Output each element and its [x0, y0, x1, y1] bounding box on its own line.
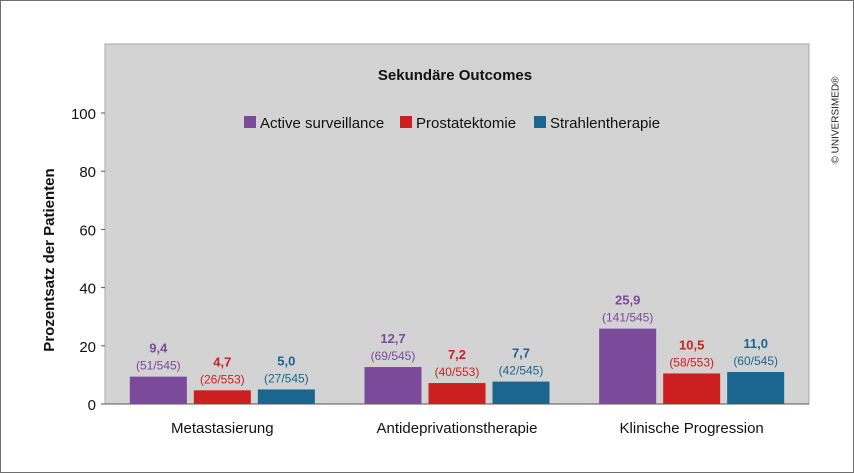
- y-tick-label: 0: [88, 397, 96, 414]
- plot-area: [104, 43, 810, 405]
- bar: [492, 381, 550, 404]
- copyright-notice: © UNIVERSIMED®: [830, 76, 842, 164]
- bar: [428, 383, 486, 404]
- legend-swatch: [534, 116, 546, 128]
- bar-count-label: (58/553): [669, 355, 714, 369]
- bar-value-label: 12,7: [380, 331, 405, 346]
- bar: [257, 389, 315, 404]
- bar-count-label: (42/545): [499, 364, 544, 378]
- x-category-label: Metastasierung: [171, 420, 274, 437]
- legend-swatch: [400, 116, 412, 128]
- bar-value-label: 4,7: [213, 354, 231, 369]
- y-tick-label: 100: [71, 106, 96, 123]
- bar-count-label: (51/545): [136, 359, 181, 373]
- bar-value-label: 25,9: [615, 293, 640, 308]
- bar-count-label: (60/545): [733, 354, 778, 368]
- bars: 9,4 (51/545) 4,7 (26/553) 5,0 (27/545) 12,7 (69…: [129, 293, 785, 404]
- legend: Active surveillance Prostatektomie Strahle…: [244, 115, 660, 132]
- bar: [364, 367, 422, 404]
- chart-title: Sekundäre Outcomes: [378, 67, 532, 84]
- x-axis-labels: Metastasierung Antideprivationstherapie Kl…: [171, 420, 764, 437]
- bar: [599, 328, 657, 404]
- legend-label: Prostatektomie: [416, 115, 516, 132]
- bar-value-label: 10,5: [679, 337, 704, 352]
- bar-value-label: 5,0: [277, 353, 295, 368]
- legend-label: Active surveillance: [260, 115, 384, 132]
- bar: [193, 390, 251, 404]
- y-tick-label: 40: [79, 281, 96, 298]
- x-category-label: Klinische Progression: [620, 420, 764, 437]
- bar: [727, 371, 785, 404]
- y-tick-label: 20: [79, 339, 96, 356]
- bar: [663, 373, 721, 404]
- y-tick-label: 60: [79, 222, 96, 239]
- y-axis-label: Prozentsatz der Patienten: [41, 168, 58, 351]
- bar-count-label: (26/553): [200, 372, 245, 386]
- bar-value-label: 7,7: [512, 346, 530, 361]
- legend-swatch: [244, 116, 256, 128]
- bar-count-label: (69/545): [371, 349, 416, 363]
- x-category-label: Antideprivationstherapie: [377, 420, 538, 437]
- bar-count-label: (27/545): [264, 371, 309, 385]
- bar-count-label: (141/545): [602, 311, 653, 325]
- bar-value-label: 7,2: [448, 347, 466, 362]
- legend-label: Strahlentherapie: [550, 115, 660, 132]
- bar: [129, 376, 187, 404]
- y-axis-ticks: 0 20 40 60 80 100: [71, 106, 105, 414]
- bar-count-label: (40/553): [435, 365, 480, 379]
- y-tick-label: 80: [79, 164, 96, 181]
- bar-value-label: 11,0: [743, 336, 768, 351]
- bar-value-label: 9,4: [149, 341, 168, 356]
